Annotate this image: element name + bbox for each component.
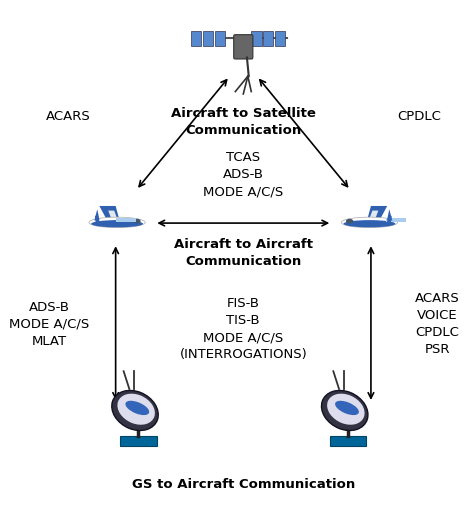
Text: Aircraft to Aircraft
Communication: Aircraft to Aircraft Communication	[174, 239, 313, 268]
Polygon shape	[100, 206, 120, 222]
Polygon shape	[108, 210, 118, 222]
Bar	[215, 31, 225, 46]
Bar	[116, 219, 137, 222]
Bar	[252, 31, 262, 46]
Polygon shape	[368, 210, 378, 222]
Text: GS to Aircraft Communication: GS to Aircraft Communication	[132, 478, 355, 492]
Ellipse shape	[327, 394, 365, 425]
Polygon shape	[387, 216, 392, 222]
Ellipse shape	[341, 217, 398, 228]
Ellipse shape	[321, 391, 368, 431]
Text: ACARS: ACARS	[46, 110, 90, 123]
Ellipse shape	[344, 220, 395, 227]
Text: ADS-B
MODE A/C/S
MLAT: ADS-B MODE A/C/S MLAT	[9, 301, 90, 348]
Ellipse shape	[133, 219, 141, 223]
Ellipse shape	[126, 401, 149, 415]
Text: TCAS
ADS-B
MODE A/C/S: TCAS ADS-B MODE A/C/S	[203, 152, 283, 199]
Bar	[191, 31, 201, 46]
Ellipse shape	[112, 391, 158, 431]
Bar	[330, 436, 366, 446]
Text: FIS-B
TIS-B
MODE A/C/S
(INTERROGATIONS): FIS-B TIS-B MODE A/C/S (INTERROGATIONS)	[180, 297, 307, 361]
Polygon shape	[366, 206, 387, 222]
Bar	[120, 436, 157, 446]
Ellipse shape	[335, 401, 359, 415]
Bar	[264, 31, 273, 46]
Ellipse shape	[346, 219, 353, 223]
Text: Aircraft to Satellite
Communication: Aircraft to Satellite Communication	[171, 107, 316, 137]
Polygon shape	[387, 209, 392, 221]
Text: ACARS
VOICE
CPDLC
PSR: ACARS VOICE CPDLC PSR	[415, 292, 459, 356]
Ellipse shape	[89, 217, 145, 228]
Ellipse shape	[118, 394, 155, 425]
Ellipse shape	[91, 220, 143, 227]
Polygon shape	[94, 209, 100, 221]
Bar	[386, 219, 407, 222]
Text: CPDLC: CPDLC	[397, 110, 441, 123]
Bar	[275, 31, 285, 46]
Polygon shape	[95, 216, 100, 222]
FancyBboxPatch shape	[234, 35, 253, 59]
Bar	[203, 31, 213, 46]
